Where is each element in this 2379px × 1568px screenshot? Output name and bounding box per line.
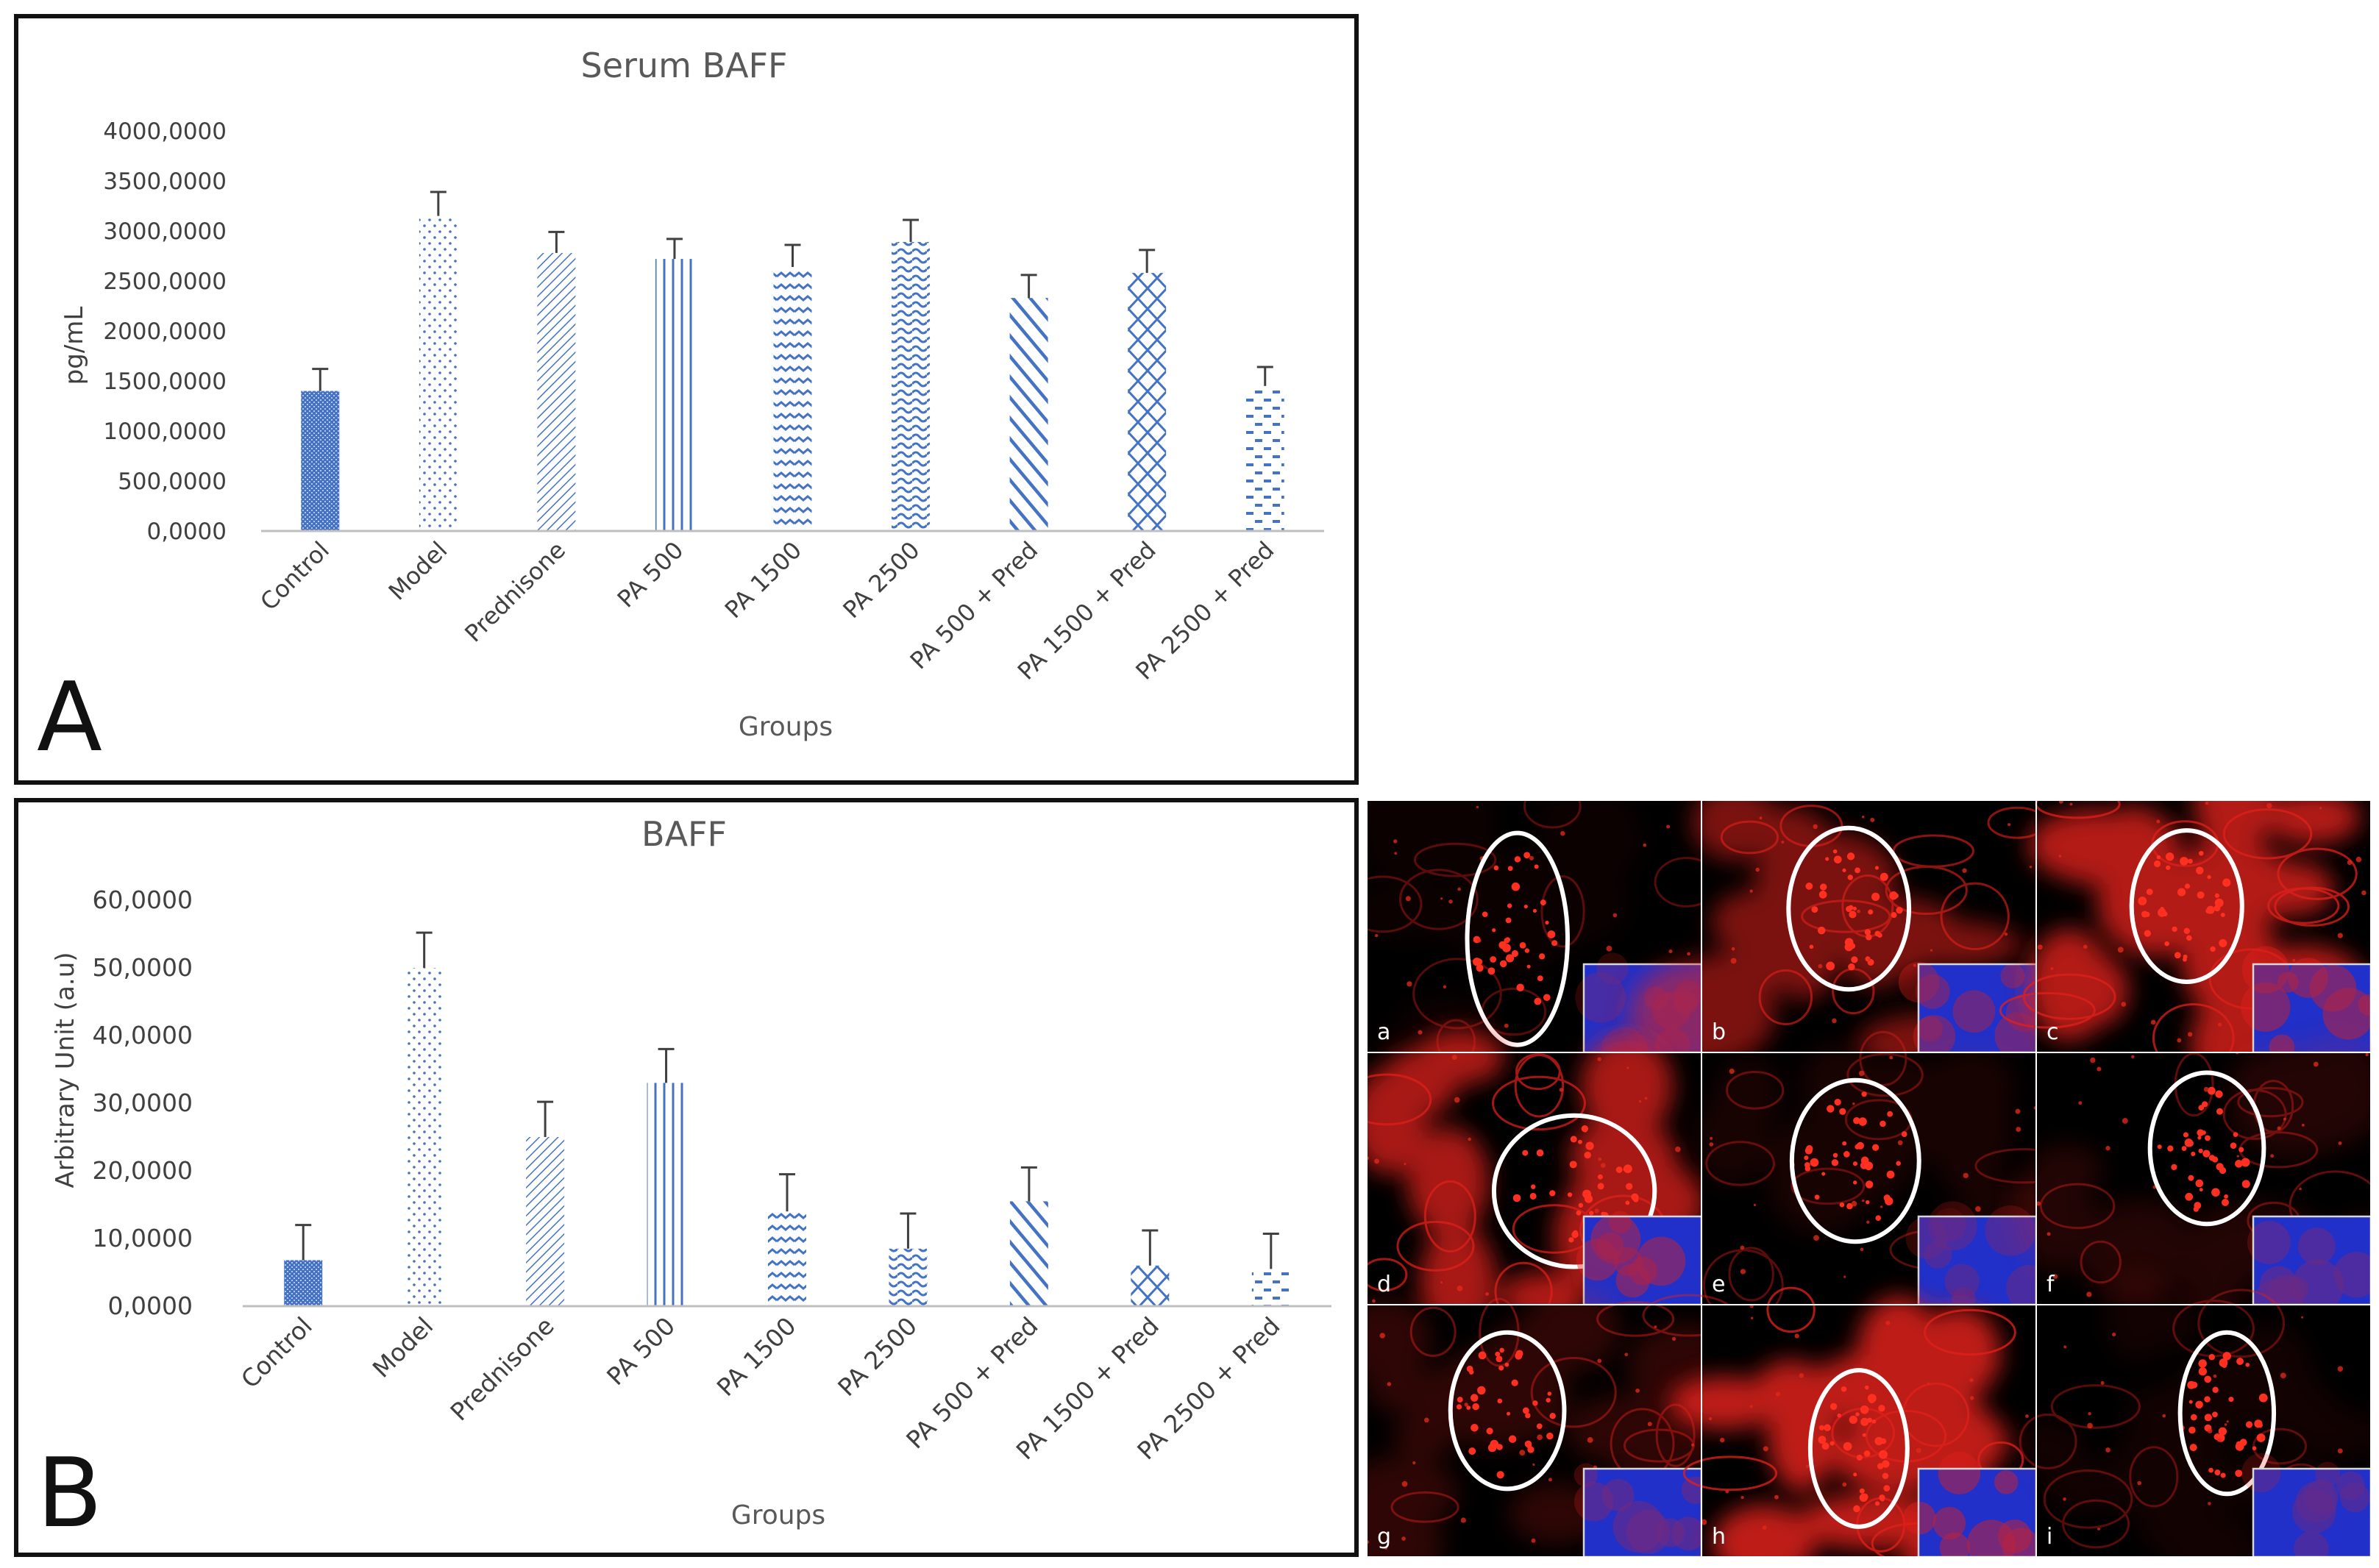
y-tick-label: 3500,0000 <box>103 168 227 195</box>
bar-pa-500 <box>655 259 694 531</box>
micrograph-label: c <box>2046 1019 2059 1045</box>
glomerulus-circle <box>1789 1077 1921 1244</box>
y-tick-label: 3000,0000 <box>103 218 227 245</box>
micrograph-tile: h <box>1668 1286 2063 1558</box>
chart-title: Serum BAFF <box>581 46 788 85</box>
panel-label-a: A <box>37 661 102 773</box>
glomerulus-circle <box>1448 1330 1567 1492</box>
y-tick-label: 2500,0000 <box>103 268 227 295</box>
bar-pa-2500-pred <box>1245 385 1284 531</box>
y-tick-label: 50,0000 <box>93 953 193 982</box>
micrograph-label: g <box>1377 1524 1391 1550</box>
glomerulus-circle <box>2147 1070 2266 1227</box>
bar-control <box>301 391 340 531</box>
micrograph-tile: i <box>2012 1267 2372 1558</box>
bar-pa-500-pred <box>1009 298 1048 531</box>
micrograph-label: i <box>2046 1524 2052 1550</box>
micrograph-label: d <box>1377 1272 1391 1297</box>
micrograph-tile: b <box>1629 800 2047 1071</box>
bar-pa-2500 <box>889 1248 928 1306</box>
bar-model <box>405 968 444 1306</box>
bar-pa-1500-pred <box>1128 273 1167 531</box>
micrograph-grid: a b c d e f g h i <box>1367 800 2372 1558</box>
micrograph-tile: c <box>1999 800 2372 1101</box>
glomerulus-circle <box>2129 828 2244 984</box>
glomerulus-circle <box>1807 1368 1910 1529</box>
y-tick-label: 20,0000 <box>93 1156 193 1185</box>
chart-title: BAFF <box>641 814 727 854</box>
bar-pa-2500 <box>892 241 931 531</box>
bar-pa-500-pred <box>1009 1201 1048 1306</box>
bar-prednisone <box>526 1137 565 1306</box>
y-tick-label: 1500,0000 <box>103 368 227 395</box>
micrograph-label: a <box>1377 1019 1390 1045</box>
bar-pa-1500-pred <box>1131 1265 1170 1306</box>
micrograph-label: f <box>2046 1272 2055 1297</box>
bar-model <box>419 215 458 531</box>
bar-control <box>284 1260 323 1306</box>
micrograph-label: e <box>1712 1272 1725 1297</box>
y-tick-label: 500,0000 <box>118 468 227 495</box>
y-tick-label: 40,0000 <box>93 1021 193 1050</box>
y-tick-label: 60,0000 <box>93 885 193 914</box>
bar-pa-1500 <box>768 1211 806 1306</box>
y-tick-label: 10,0000 <box>93 1224 193 1252</box>
y-tick-label: 0,0000 <box>147 518 227 545</box>
x-axis-label: Groups <box>739 712 833 742</box>
micrograph-label: b <box>1712 1019 1726 1045</box>
bar-prednisone <box>537 252 576 531</box>
bar-pa-500 <box>647 1083 686 1306</box>
glomerulus-circle <box>2177 1330 2277 1497</box>
glomerulus-circle <box>1786 825 1912 992</box>
y-tick-label: 1000,0000 <box>103 418 227 445</box>
micrograph-tile: d <box>1367 1030 1716 1339</box>
bar-pa-1500 <box>773 266 812 531</box>
bar-pa-2500-pred <box>1251 1269 1290 1306</box>
y-tick-label: 0,0000 <box>108 1291 193 1320</box>
micrograph-tile: g <box>1367 1284 1757 1558</box>
micrograph-tile: f <box>2010 1033 2372 1345</box>
panel-label-b: B <box>37 1437 102 1549</box>
y-tick-label: 30,0000 <box>93 1088 193 1117</box>
y-axis-label: pg/mL <box>60 307 89 385</box>
glomerulus-circle <box>1491 1113 1657 1269</box>
y-tick-label: 2000,0000 <box>103 318 227 345</box>
y-axis-label: Arbitrary Unit (a.u) <box>51 952 80 1188</box>
micrograph-label: h <box>1712 1524 1726 1550</box>
glomerulus-circle <box>1465 830 1570 1047</box>
panel-b-frame <box>14 798 1359 1557</box>
y-tick-label: 4000,0000 <box>103 118 227 145</box>
x-axis-label: Groups <box>731 1500 825 1530</box>
